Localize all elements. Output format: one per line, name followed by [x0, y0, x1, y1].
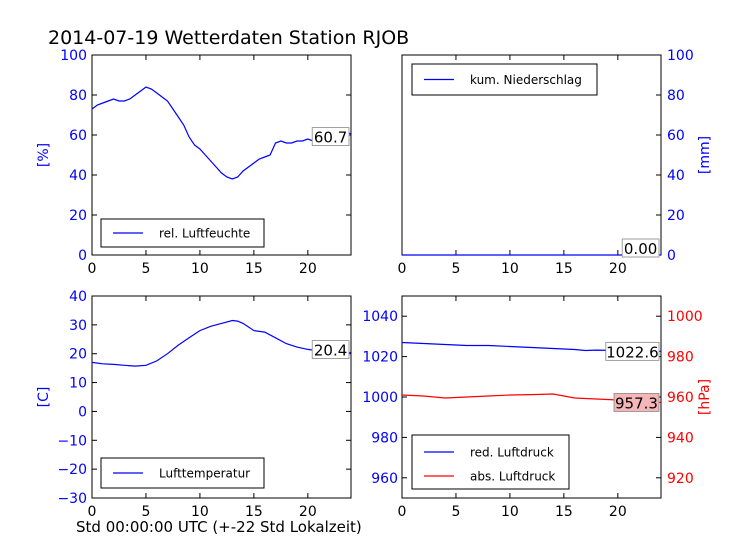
y-tick-label-right: 920 — [667, 471, 694, 487]
y-tick-label-left: 20 — [69, 208, 87, 224]
panel-humidity: 0 5 10 15 20 0 20 40 60 80 100 [%] 60.7 rel. Luftfeuc… — [36, 48, 352, 277]
end-value-box — [613, 393, 660, 412]
x-tick-label: 0 — [398, 261, 407, 277]
x-tick-label: 20 — [609, 261, 627, 277]
legend-label: abs. Luftdruck — [470, 470, 555, 484]
y-axis-label: [C] — [36, 387, 52, 408]
y-axis-label: [hPa] — [697, 379, 713, 415]
end-value-box — [311, 340, 350, 359]
y-tick-label-left: 0 — [78, 248, 87, 264]
y-tick-label-left: 10 — [69, 376, 87, 392]
x-tick-label: 10 — [191, 261, 209, 277]
x-tick-label: 10 — [191, 504, 209, 520]
end-value-box — [311, 127, 350, 146]
series-line-lufttemperatur — [91, 319, 352, 367]
y-tick-label-right: 0 — [667, 248, 676, 264]
y-tick-label-right: 1000 — [667, 309, 703, 325]
y-tick-label-left: 1040 — [362, 309, 398, 325]
x-tick-label: 10 — [501, 261, 519, 277]
y-tick-label-left: −10 — [57, 433, 87, 449]
legend-label: kum. Niederschlag — [470, 73, 582, 87]
y-tick-label-left: 1000 — [362, 390, 398, 406]
end-value-box — [621, 238, 660, 258]
y-tick-label-right: 20 — [667, 208, 685, 224]
x-tick-label: 20 — [299, 261, 317, 277]
end-value-label: 60.7 — [314, 129, 347, 147]
x-tick-label: 15 — [245, 261, 263, 277]
y-tick-label-right: 60 — [667, 128, 685, 144]
y-tick-label-left: 60 — [69, 128, 87, 144]
y-tick-label-left: 1020 — [362, 350, 398, 366]
x-tick-label: 5 — [141, 504, 150, 520]
y-tick-label-right: 40 — [667, 168, 685, 184]
y-tick-label-left: 960 — [371, 471, 398, 487]
end-value-label: 0.00 — [624, 240, 657, 258]
x-axis-footer-label: Std 00:00:00 UTC (+-22 Std Lokalzeit) — [76, 518, 362, 536]
end-value-label: 20.4 — [314, 342, 347, 360]
y-tick-label-left: 20 — [69, 347, 87, 363]
x-tick-label: 15 — [555, 504, 573, 520]
panel-precipitation: 0 5 10 15 20 0 20 40 60 80 100 [mm] 0.00 kum. Nieders… — [398, 48, 713, 277]
y-tick-label-left: 40 — [69, 168, 87, 184]
y-tick-label-left: 0 — [78, 404, 87, 420]
y-tick-label-right: 960 — [667, 390, 694, 406]
panel-pressure: 0 5 10 15 20 960 980 1000 1020 1040 920 940 960 980 10… — [362, 295, 713, 520]
x-tick-label: 20 — [609, 504, 627, 520]
y-tick-label-left: 80 — [69, 88, 87, 104]
x-tick-label: 5 — [141, 261, 150, 277]
y-axis-label: [mm] — [697, 136, 713, 174]
legend-box — [411, 434, 570, 490]
legend-label: red. Luftdruck — [470, 446, 554, 460]
y-tick-label-left: 30 — [69, 318, 87, 334]
y-tick-label-left: −20 — [57, 462, 87, 478]
y-tick-label-right: 80 — [667, 88, 685, 104]
y-tick-label-left: 980 — [371, 430, 398, 446]
x-tick-label: 5 — [451, 261, 460, 277]
x-tick-label: 20 — [299, 504, 317, 520]
x-tick-label: 0 — [88, 261, 97, 277]
y-tick-label-right: 100 — [667, 48, 694, 64]
y-axis-label: [%] — [36, 143, 52, 167]
figure-title: 2014-07-19 Wetterdaten Station RJOB — [48, 27, 409, 49]
end-value-label: 1022.6 — [606, 343, 659, 361]
y-tick-label-left: −30 — [57, 491, 87, 507]
series-line-rel-luftfeuchte — [91, 86, 352, 180]
panel-temperature: 0 5 10 15 20 −30 −20 −10 0 10 20 30 40 [C] 20.4 Lufttem… — [36, 289, 352, 520]
x-tick-label: 0 — [88, 504, 97, 520]
x-tick-label: 10 — [501, 504, 519, 520]
y-tick-label-right: 980 — [667, 350, 694, 366]
end-value-box — [605, 341, 660, 361]
y-tick-label-left: 100 — [60, 48, 87, 64]
x-tick-label: 15 — [245, 504, 263, 520]
y-tick-label-right: 940 — [667, 430, 694, 446]
legend-label: rel. Luftfeuchte — [159, 227, 250, 241]
end-value-label: 957.3 — [615, 394, 658, 412]
legend-label: Lufttemperatur — [159, 467, 250, 481]
x-tick-label: 15 — [555, 261, 573, 277]
x-tick-label: 0 — [398, 504, 407, 520]
x-tick-label: 5 — [451, 504, 460, 520]
y-tick-label-left: 40 — [69, 289, 87, 305]
